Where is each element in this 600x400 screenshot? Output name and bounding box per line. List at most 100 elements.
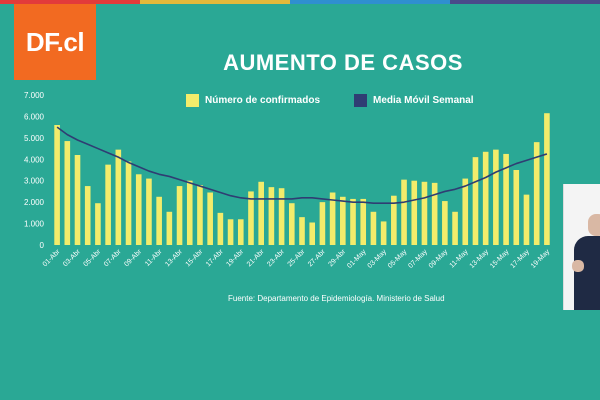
chart-title: AUMENTO DE CASOS — [223, 50, 463, 75]
top-strip-segment-yellow — [140, 0, 290, 4]
bar — [442, 201, 448, 245]
x-tick-label: 11-May — [449, 248, 470, 269]
bar — [329, 192, 336, 245]
x-tick-label: 07-Abr — [103, 248, 123, 268]
bar — [176, 186, 183, 245]
bar — [319, 202, 326, 245]
bar — [340, 196, 346, 245]
x-tick-label: 29-Abr — [327, 248, 347, 268]
x-tick-label: 13-Abr — [164, 248, 184, 268]
bar — [452, 211, 458, 245]
chart-source: Fuente: Departamento de Epidemiología. M… — [228, 294, 445, 303]
moving-average-line — [56, 126, 548, 205]
bar — [411, 180, 418, 245]
df-logo-text: DF.cl — [25, 26, 85, 57]
bar — [146, 178, 152, 245]
legend-item-confirmados: Número de confirmados — [186, 94, 320, 107]
bar — [370, 211, 377, 245]
bar — [421, 181, 428, 245]
x-tick-label: 07-May — [407, 248, 429, 270]
top-strip-segment-blue — [290, 0, 450, 4]
bar — [95, 203, 101, 245]
bar — [74, 155, 81, 245]
y-tick-label: 2.000 — [24, 198, 45, 207]
bar — [278, 188, 285, 245]
bar — [299, 217, 305, 245]
bar — [288, 203, 295, 245]
x-tick-label: 09-Abr — [123, 248, 143, 268]
y-tick-label: 1.000 — [24, 220, 45, 229]
bar — [309, 222, 316, 245]
x-tick-label: 17-May — [509, 248, 531, 270]
top-color-strip — [0, 0, 600, 4]
x-tick-label: 23-Abr — [266, 248, 286, 268]
bar — [360, 198, 367, 245]
y-tick-label: 4.000 — [24, 155, 45, 164]
x-tick-label: 15-Abr — [185, 248, 205, 268]
bar — [431, 182, 438, 245]
x-tick-label: 03-May — [367, 248, 389, 270]
bar — [482, 151, 489, 245]
bar — [513, 170, 520, 245]
bar — [380, 221, 387, 245]
top-strip-segment-purple — [450, 0, 600, 4]
bar — [125, 161, 132, 245]
bar — [523, 194, 530, 245]
bar — [156, 196, 162, 245]
interpreter-head — [588, 214, 600, 236]
bar — [503, 153, 509, 245]
legend-label-confirmados: Número de confirmados — [205, 95, 321, 107]
x-tick-label: 11-Abr — [144, 248, 164, 268]
x-tick-label: 19-May — [530, 248, 552, 270]
y-tick-label: 0 — [40, 241, 45, 250]
y-tick-label: 6.000 — [24, 112, 45, 121]
bar — [84, 186, 91, 245]
bar — [391, 195, 397, 245]
x-tick-label: 01-May — [346, 248, 368, 270]
bar — [64, 141, 71, 245]
bar — [401, 179, 407, 245]
y-tick-label: 3.000 — [24, 177, 45, 186]
bar — [237, 219, 244, 245]
bar — [544, 113, 550, 245]
interpreter-hand — [572, 260, 584, 272]
x-tick-label: 03-Abr — [62, 248, 82, 268]
bar — [350, 198, 356, 245]
legend-line-swatch — [354, 94, 367, 107]
legend-bar-swatch — [186, 94, 199, 107]
bar — [248, 191, 254, 245]
bar — [105, 164, 111, 245]
bar — [472, 157, 479, 245]
bar — [197, 185, 203, 245]
legend-label-media-movil: Media Móvil Semanal — [373, 95, 474, 107]
bar — [166, 211, 173, 245]
bar — [462, 178, 469, 245]
df-logo: DF.cl — [14, 4, 96, 80]
legend-item-media-movil: Media Móvil Semanal — [354, 94, 474, 107]
bar — [533, 142, 540, 245]
bar — [227, 219, 234, 245]
sign-language-interpreter-video — [563, 184, 600, 310]
x-tick-label: 09-May — [428, 248, 450, 270]
bar — [268, 187, 275, 245]
y-tick-label: 7.000 — [24, 91, 45, 100]
bar — [217, 212, 224, 245]
x-tick-label: 19-Abr — [225, 248, 245, 268]
bar — [493, 149, 499, 245]
bar — [186, 180, 193, 245]
bar — [207, 192, 213, 245]
bar — [54, 125, 60, 245]
interpreter-body — [574, 236, 600, 310]
bar — [115, 149, 122, 245]
x-tick-label: 21-Abr — [246, 248, 266, 268]
x-tick-label: 15-May — [489, 248, 511, 270]
top-strip-segment-red — [0, 0, 140, 4]
x-tick-label: 27-Abr — [307, 248, 327, 268]
x-tick-label: 17-Abr — [205, 248, 225, 268]
x-tick-label: 05-Abr — [83, 248, 103, 268]
x-tick-label: 25-Abr — [287, 248, 307, 268]
x-tick-label: 01-Abr — [42, 248, 62, 268]
bar — [135, 174, 142, 245]
bar — [258, 181, 264, 245]
